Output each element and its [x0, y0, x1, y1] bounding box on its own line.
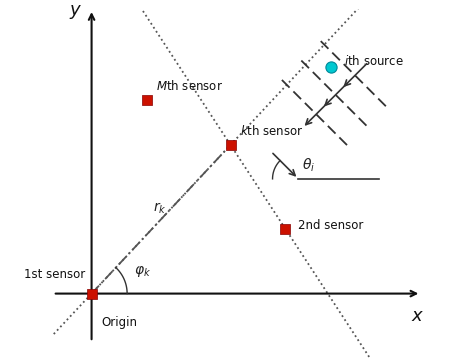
Point: [88, 291, 95, 296]
Point: [227, 142, 234, 148]
Text: Origin: Origin: [101, 316, 137, 329]
Text: $k$th sensor: $k$th sensor: [240, 125, 304, 139]
Text: $\theta_i$: $\theta_i$: [301, 157, 315, 174]
Text: $y$: $y$: [69, 4, 82, 21]
Text: 2nd sensor: 2nd sensor: [299, 219, 364, 232]
Text: $x$: $x$: [411, 307, 425, 325]
Point: [143, 97, 150, 103]
Text: $i$th source: $i$th source: [344, 54, 403, 68]
Text: 1st sensor: 1st sensor: [24, 268, 85, 280]
Text: $M$th sensor: $M$th sensor: [156, 79, 223, 93]
Point: [327, 65, 335, 70]
Point: [282, 226, 289, 232]
Text: $\varphi_k$: $\varphi_k$: [134, 264, 151, 279]
Text: $r_k$: $r_k$: [153, 200, 166, 216]
